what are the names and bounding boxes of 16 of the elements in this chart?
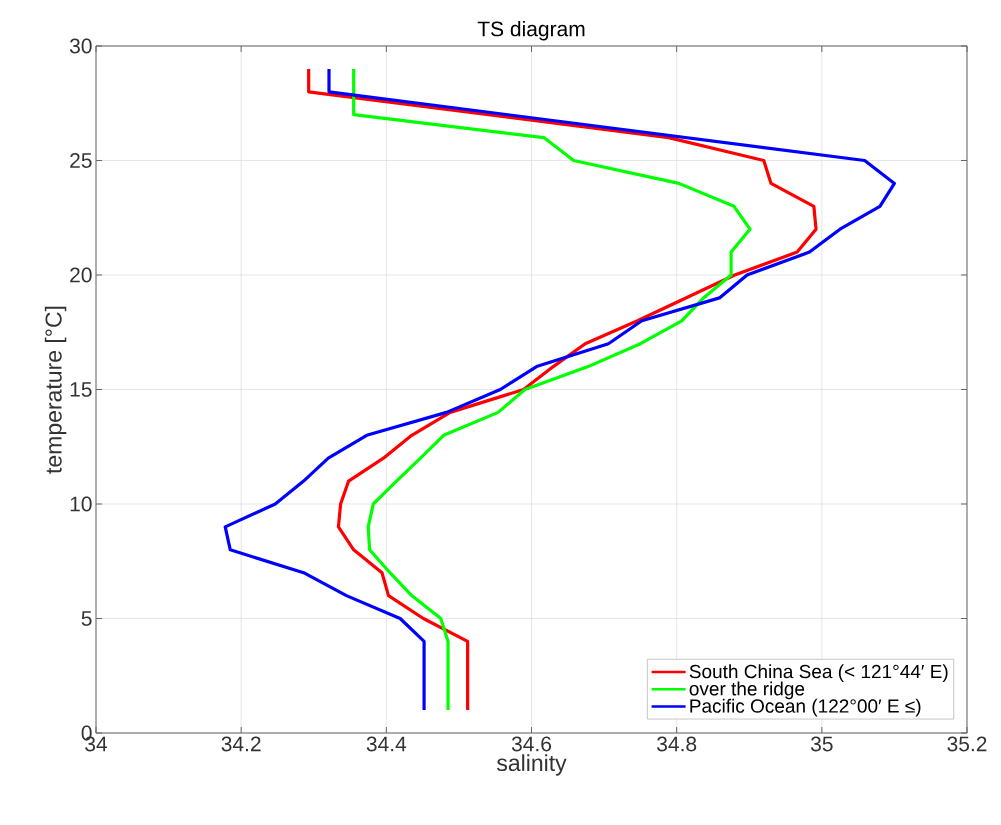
x-tick-label: 35.2 bbox=[947, 736, 987, 752]
y-axis-title: temperature [°C] bbox=[44, 306, 67, 474]
x-axis-title: salinity bbox=[496, 754, 567, 776]
x-tick-label: 35 bbox=[810, 736, 833, 752]
chart-title: TS diagram bbox=[477, 20, 585, 41]
y-tick-label: 30 bbox=[69, 38, 92, 54]
y-tick-label: 20 bbox=[70, 267, 92, 283]
x-tick-label: 34.6 bbox=[511, 736, 552, 752]
y-tick-label: 15 bbox=[70, 382, 92, 397]
x-tick-label: 34.8 bbox=[657, 736, 697, 752]
y-tick-label: 10 bbox=[70, 496, 92, 512]
x-tick-label: 34.4 bbox=[366, 736, 407, 752]
legend-label: Pacific Ocean (122°00′ E ≤) bbox=[690, 698, 921, 717]
y-tick-label: 5 bbox=[81, 611, 92, 626]
y-tick-label: 25 bbox=[70, 153, 92, 168]
x-tick-label: 34.2 bbox=[221, 736, 261, 752]
